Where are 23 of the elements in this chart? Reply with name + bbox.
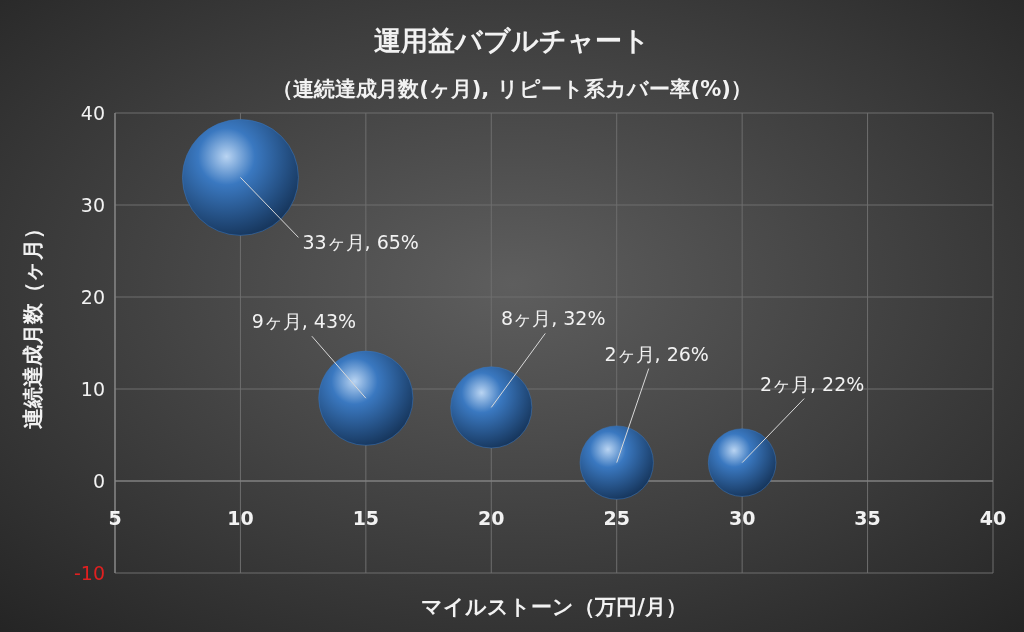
x-tick-label: 20 — [478, 507, 505, 529]
x-tick-label: 25 — [603, 507, 630, 529]
data-label: 9ヶ月, 43% — [251, 310, 357, 333]
data-label: 2ヶ月, 22% — [759, 372, 865, 395]
x-tick-label: 35 — [854, 507, 881, 529]
y-tick-label: 10 — [80, 378, 105, 400]
data-label: 8ヶ月, 32% — [501, 307, 606, 330]
y-tick-label: -10 — [73, 562, 105, 584]
x-tick-label: 10 — [227, 507, 254, 529]
y-tick-label: 30 — [80, 194, 105, 216]
data-label: 33ヶ月, 65% — [302, 231, 419, 254]
x-tick-label: 5 — [108, 507, 122, 529]
y-axis-title: 連続達成月数（ヶ月） — [21, 217, 45, 429]
chart-title: 運用益バブルチャート — [374, 25, 650, 56]
x-tick-label: 40 — [979, 507, 1007, 529]
y-tick-label: 20 — [80, 286, 105, 308]
chart-subtitle: （連続達成月数(ヶ月), リピート系カバー率(%)） — [272, 77, 752, 101]
x-axis-title: マイルストーン（万円/月） — [421, 595, 687, 619]
y-tick-label: 40 — [80, 102, 105, 124]
y-tick-label: 0 — [92, 470, 105, 492]
x-tick-label: 30 — [728, 507, 756, 529]
data-label: 2ヶ月, 26% — [604, 342, 709, 365]
x-tick-label: 15 — [352, 507, 380, 529]
